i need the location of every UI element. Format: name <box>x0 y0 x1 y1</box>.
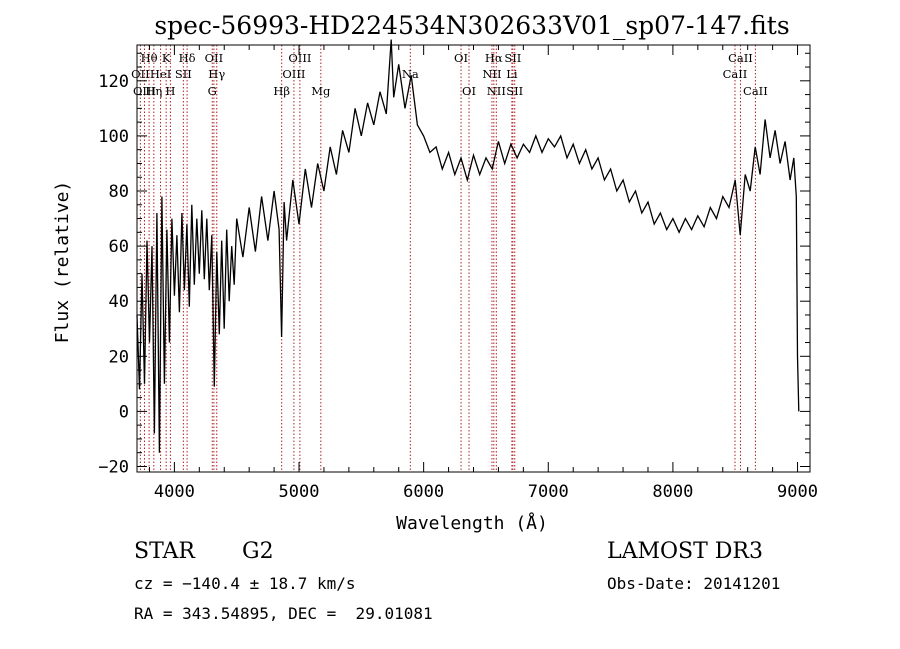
x-tick-label: 5000 <box>279 482 320 502</box>
redshift-cz: cz = −140.4 ± 18.7 km/s <box>134 574 356 593</box>
line-marker-label: SII <box>175 67 192 81</box>
line-marker-label: Hθ <box>141 51 158 65</box>
line-marker-label: OI <box>462 84 476 98</box>
line-marker-label: HeI <box>150 67 171 81</box>
subclass: G2 <box>242 539 274 564</box>
x-axis-label: Wavelength (Å) <box>396 512 548 534</box>
y-tick-labels: −20 0 20 40 60 80 100 120 <box>98 72 129 478</box>
x-tick-label: 9000 <box>777 482 818 502</box>
y-tick-label: 0 <box>119 402 129 422</box>
y-axis-label: Flux (relative) <box>52 181 73 344</box>
y-tick-label: 80 <box>109 182 129 202</box>
line-marker-label: OIII <box>282 67 305 81</box>
line-marker-label: OI <box>454 51 468 65</box>
y-tick-label: 60 <box>109 237 129 257</box>
line-marker-label: CaII <box>723 67 748 81</box>
line-marker-label: Hα <box>485 51 503 65</box>
line-marker-label: SII <box>506 84 523 98</box>
line-marker-label: OIII <box>288 51 311 65</box>
line-marker-label: Hβ <box>273 84 290 98</box>
axis-ticks <box>137 45 810 472</box>
obs-date: Obs-Date: 20141201 <box>607 574 781 593</box>
line-marker-label: OII <box>131 67 150 81</box>
line-marker-label: Mg <box>311 84 331 98</box>
line-marker-label: Hη <box>145 84 162 98</box>
line-marker-label: Na <box>402 67 419 81</box>
y-tick-label: −20 <box>98 457 129 477</box>
line-marker-label: CaII <box>728 51 753 65</box>
line-marker-label: G <box>208 84 217 98</box>
line-marker-label: H <box>165 84 175 98</box>
survey-name: LAMOST DR3 <box>607 539 763 564</box>
line-marker-label: NII <box>487 84 506 98</box>
object-type: STAR <box>134 539 195 564</box>
x-tick-label: 8000 <box>652 482 693 502</box>
line-marker-label: OII <box>205 51 224 65</box>
line-marker-label: NII <box>482 67 501 81</box>
y-tick-label: 20 <box>109 347 129 367</box>
line-marker-label: Hγ <box>208 67 225 81</box>
y-tick-label: 120 <box>98 72 129 92</box>
x-tick-label: 4000 <box>154 482 195 502</box>
line-marker-label: Li <box>506 67 518 81</box>
y-tick-label: 40 <box>109 292 129 312</box>
x-tick-label: 7000 <box>528 482 569 502</box>
x-tick-label: 6000 <box>403 482 444 502</box>
line-marker-label: K <box>162 51 171 65</box>
coordinates: RA = 343.54895, DEC = 29.01081 <box>134 604 433 623</box>
y-tick-label: 100 <box>98 127 129 147</box>
spectrum-line <box>136 39 800 453</box>
line-marker-label: SII <box>504 51 521 65</box>
chart-title: spec-56993-HD224534N302633V01_sp07-147.f… <box>154 11 789 40</box>
x-tick-labels: 4000 5000 6000 7000 8000 9000 <box>154 482 818 502</box>
line-marker-label: CaII <box>743 84 768 98</box>
plot-frame <box>136 44 811 473</box>
line-marker-label: Hδ <box>179 51 196 65</box>
